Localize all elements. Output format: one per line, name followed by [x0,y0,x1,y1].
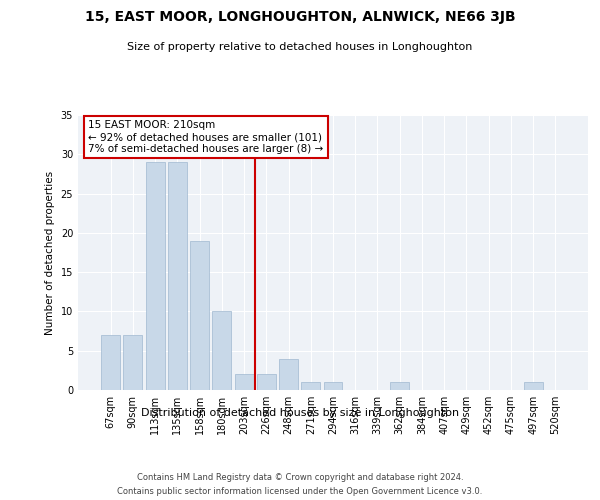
Text: Distribution of detached houses by size in Longhoughton: Distribution of detached houses by size … [141,408,459,418]
Bar [168,162,187,390]
Bar [212,312,231,390]
Text: Size of property relative to detached houses in Longhoughton: Size of property relative to detached ho… [127,42,473,52]
Text: 15, EAST MOOR, LONGHOUGHTON, ALNWICK, NE66 3JB: 15, EAST MOOR, LONGHOUGHTON, ALNWICK, NE… [85,10,515,24]
Bar [279,358,298,390]
Bar [235,374,254,390]
Bar [301,382,320,390]
Bar [524,382,542,390]
Bar [101,335,120,390]
Bar [124,335,142,390]
Y-axis label: Number of detached properties: Number of detached properties [45,170,55,334]
Text: Contains public sector information licensed under the Open Government Licence v3: Contains public sector information licen… [118,488,482,496]
Bar [190,240,209,390]
Text: Contains HM Land Registry data © Crown copyright and database right 2024.: Contains HM Land Registry data © Crown c… [137,472,463,482]
Bar [257,374,276,390]
Text: 15 EAST MOOR: 210sqm
← 92% of detached houses are smaller (101)
7% of semi-detac: 15 EAST MOOR: 210sqm ← 92% of detached h… [88,120,323,154]
Bar [146,162,164,390]
Bar [390,382,409,390]
Bar [323,382,343,390]
